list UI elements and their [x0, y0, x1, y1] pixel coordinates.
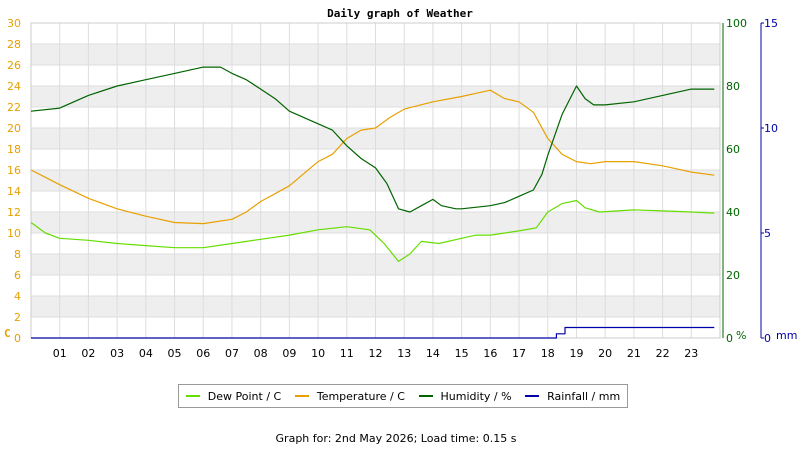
x-tick: 09	[282, 347, 296, 360]
y-tick-right2: 0	[764, 332, 771, 345]
legend-item: Dew Point / C	[185, 389, 282, 403]
y-tick-left: 16	[7, 164, 21, 177]
x-tick: 12	[369, 347, 383, 360]
x-tick: 23	[684, 347, 698, 360]
legend-swatch	[525, 395, 540, 397]
legend-swatch	[294, 395, 309, 397]
legend-swatch	[418, 395, 433, 397]
y-tick-right2: 15	[764, 17, 778, 30]
y-tick-left: 24	[7, 80, 21, 93]
series-line-humidity	[30, 66, 715, 213]
y-tick-left: 14	[7, 185, 21, 198]
x-tick: 07	[225, 347, 239, 360]
x-tick: 13	[397, 347, 411, 360]
x-tick: 17	[512, 347, 526, 360]
y-tick-left: 8	[14, 248, 21, 261]
legend-item: Temperature / C	[294, 389, 405, 403]
legend-item: Humidity / %	[418, 389, 512, 403]
y-tick-left: 28	[7, 38, 21, 51]
y-tick-right1: 20	[726, 269, 740, 282]
x-tick: 02	[81, 347, 95, 360]
y-tick-right2: 10	[764, 122, 778, 135]
x-tick: 08	[254, 347, 268, 360]
y-tick-right1: 40	[726, 206, 740, 219]
legend-label: Rainfall / mm	[547, 389, 621, 403]
x-tick: 06	[196, 347, 210, 360]
right1-axis-unit: %	[736, 329, 746, 342]
x-tick: 11	[340, 347, 354, 360]
x-tick: 19	[569, 347, 583, 360]
y-tick-left: 20	[7, 122, 21, 135]
series-line-dew	[30, 199, 715, 262]
y-tick-left: 18	[7, 143, 21, 156]
y-tick-left: 12	[7, 206, 21, 219]
x-tick: 20	[598, 347, 612, 360]
y-tick-left: 30	[7, 17, 21, 30]
x-tick: 15	[455, 347, 469, 360]
y-tick-right1: 60	[726, 143, 740, 156]
y-tick-left: 26	[7, 59, 21, 72]
series-line-temperature	[30, 89, 715, 225]
series-line-rainfall	[31, 326, 715, 339]
gridlines	[30, 22, 764, 339]
x-tick: 04	[139, 347, 153, 360]
legend-label: Humidity / %	[440, 389, 512, 403]
y-tick-left: 2	[14, 311, 21, 324]
y-tick-right1: 100	[726, 17, 747, 30]
x-tick: 22	[656, 347, 670, 360]
legend-item: Rainfall / mm	[525, 390, 620, 403]
y-tick-left: 0	[14, 332, 21, 345]
x-tick: 16	[483, 347, 497, 360]
legend: Dew Point / C Temperature / C Humidity / %…	[178, 384, 628, 408]
x-tick: 03	[110, 347, 124, 360]
x-tick: 14	[426, 347, 440, 360]
legend-swatch	[185, 395, 200, 397]
legend-label: Dew Point / C	[207, 389, 282, 403]
y-tick-left: 22	[7, 101, 21, 114]
x-tick: 10	[311, 347, 325, 360]
x-tick: 18	[541, 347, 555, 360]
series-lines	[30, 66, 715, 339]
y-tick-right1: 0	[726, 332, 733, 345]
left-axis-unit: C	[4, 327, 11, 340]
legend-label: Temperature / C	[316, 389, 405, 403]
y-tick-left: 4	[14, 290, 21, 303]
y-tick-right2: 5	[764, 227, 771, 240]
footer-text: Graph for: 2nd May 2026; Load time: 0.15…	[275, 432, 517, 445]
y-tick-left: 10	[7, 227, 21, 240]
y-tick-left: 6	[14, 269, 21, 282]
chart-title: Daily graph of Weather	[327, 7, 473, 20]
x-tick: 05	[168, 347, 182, 360]
x-tick: 01	[53, 347, 67, 360]
right2-axis-unit: mm	[776, 329, 797, 342]
y-tick-right1: 80	[726, 80, 740, 93]
x-tick: 21	[627, 347, 641, 360]
